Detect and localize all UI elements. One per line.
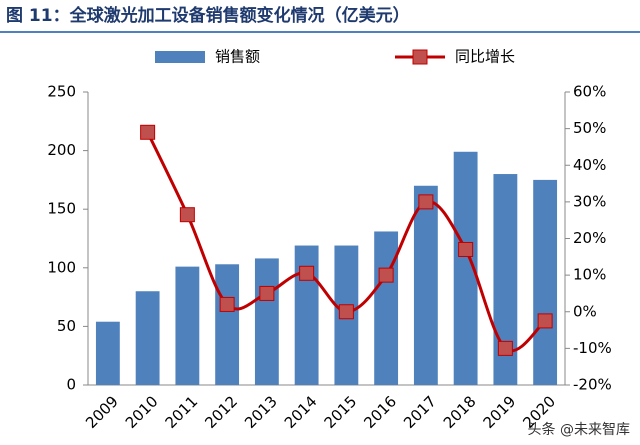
y-tick-label: 200 [47,141,76,159]
legend-label: 销售额 [215,48,260,66]
y-tick-label: 250 [47,83,76,101]
x-tick-label: 2019 [480,392,520,432]
y2-tick-label: -10% [573,339,612,357]
legend-marker [412,49,428,65]
marker [338,304,354,320]
x-tick-label: 2009 [82,392,122,432]
x-tick-label: 2012 [201,392,241,432]
bar [175,266,200,385]
marker [179,207,195,223]
bar [254,258,279,385]
x-tick-label: 2013 [241,392,281,432]
bar [533,179,558,385]
bar [493,174,518,385]
x-tick-label: 2018 [440,392,480,432]
bar [95,321,120,385]
y2-tick-label: 50% [573,119,606,137]
legend-swatch [155,51,205,63]
marker [418,194,434,210]
bar [453,151,478,385]
y2-tick-label: 10% [573,266,606,284]
marker [497,340,513,356]
bar [413,185,438,385]
y2-tick-label: -20% [573,376,612,394]
y2-tick-label: 0% [573,302,597,320]
x-tick-label: 2017 [400,392,440,432]
y-tick-label: 100 [47,258,76,276]
y2-tick-label: 40% [573,156,606,174]
x-tick-label: 2014 [281,392,321,432]
y2-tick-label: 30% [573,192,606,210]
bar [135,291,160,385]
marker [299,265,315,281]
x-tick-label: 2011 [162,392,202,432]
x-tick-label: 2016 [360,392,400,432]
marker [219,296,235,312]
watermark: 头条 @未来智库 [528,421,630,438]
marker [259,285,275,301]
x-tick-label: 2010 [122,392,162,432]
y2-tick-label: 60% [573,83,606,101]
marker [458,241,474,257]
y-tick-label: 150 [47,200,76,218]
marker [140,124,156,140]
legend-label: 同比增长 [455,48,515,66]
y-tick-label: 0 [66,376,76,394]
bar [215,264,240,385]
x-tick-label: 2015 [321,392,361,432]
marker [378,267,394,283]
chart-title: 图 11：全球激光加工设备销售额变化情况（亿美元） [6,5,410,26]
bar [374,231,399,385]
y-tick-label: 50 [57,317,76,335]
y2-tick-label: 20% [573,229,606,247]
marker [537,313,553,329]
